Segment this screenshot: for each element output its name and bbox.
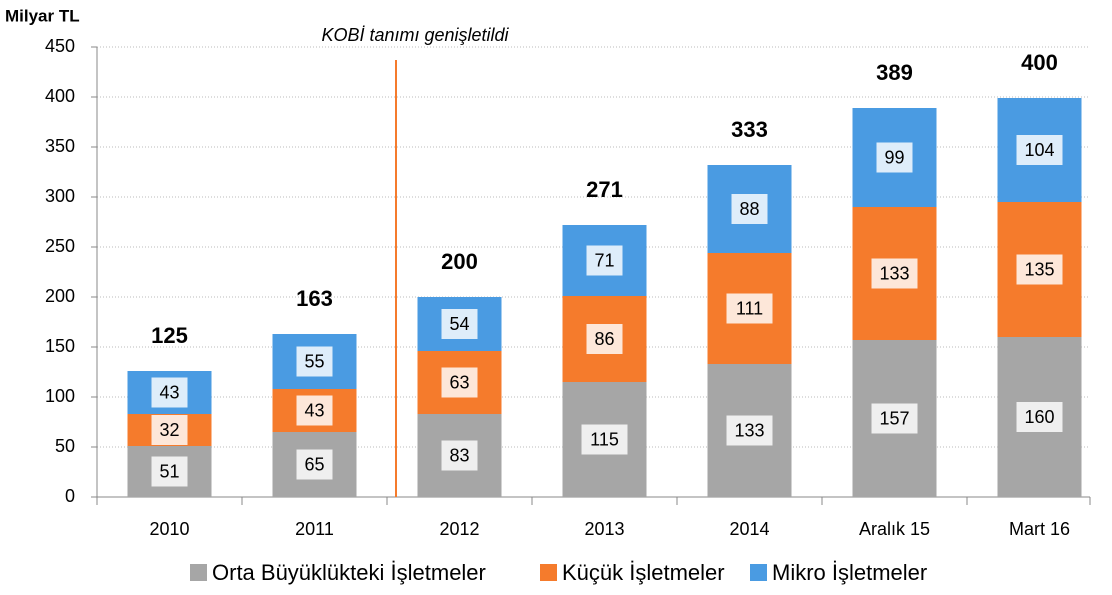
- data-label: 160: [1024, 407, 1054, 427]
- total-label: 200: [441, 249, 478, 274]
- total-label: 271: [586, 177, 623, 202]
- y-tick-label: 200: [45, 286, 75, 306]
- total-label: 125: [151, 323, 188, 348]
- data-label: 86: [594, 329, 614, 349]
- y-tick-label: 300: [45, 186, 75, 206]
- y-tick-label: 400: [45, 86, 75, 106]
- x-tick-label: 2013: [584, 519, 624, 539]
- y-tick-label: 100: [45, 386, 75, 406]
- legend-label: Mikro İşletmeler: [772, 560, 927, 585]
- x-tick-label: Aralık 15: [859, 519, 930, 539]
- data-label-box: [871, 258, 918, 289]
- y-tick-label: 50: [55, 436, 75, 456]
- data-label-box: [151, 377, 188, 408]
- data-label-box: [1016, 402, 1063, 432]
- data-label-box: [441, 367, 478, 398]
- data-label: 51: [159, 461, 179, 481]
- x-tick-label: Mart 16: [1009, 519, 1070, 539]
- data-label-box: [1016, 254, 1063, 285]
- y-tick-label: 250: [45, 236, 75, 256]
- data-label: 135: [1024, 259, 1054, 279]
- data-label: 133: [879, 263, 909, 283]
- x-tick-label: 2010: [149, 519, 189, 539]
- data-label: 55: [304, 351, 324, 371]
- data-label: 99: [884, 147, 904, 167]
- data-label: 88: [739, 199, 759, 219]
- data-label-box: [726, 415, 773, 446]
- data-label-box: [871, 403, 918, 434]
- data-label: 133: [734, 420, 764, 440]
- data-label: 43: [159, 382, 179, 402]
- x-tick-label: 2012: [439, 519, 479, 539]
- y-tick-label: 150: [45, 336, 75, 356]
- data-label-box: [296, 449, 333, 480]
- data-label: 54: [449, 314, 469, 334]
- data-label-box: [151, 415, 188, 445]
- data-label-box: [296, 395, 333, 426]
- data-label: 63: [449, 372, 469, 392]
- y-tick-label: 0: [65, 486, 75, 506]
- data-label-box: [151, 456, 188, 487]
- total-label: 163: [296, 286, 333, 311]
- data-label-box: [441, 440, 478, 471]
- data-label: 65: [304, 454, 324, 474]
- total-label: 389: [876, 60, 913, 85]
- data-label: 83: [449, 445, 469, 465]
- legend-swatch: [750, 564, 767, 581]
- total-label: 400: [1021, 50, 1058, 75]
- data-label: 157: [879, 408, 909, 428]
- data-label: 43: [304, 400, 324, 420]
- data-label-box: [876, 142, 913, 173]
- legend-label: Orta Büyüklükteki İşletmeler: [212, 560, 486, 585]
- data-label-box: [731, 194, 768, 224]
- legend-swatch: [540, 564, 557, 581]
- x-tick-label: 2014: [729, 519, 769, 539]
- data-label: 111: [736, 298, 763, 318]
- annotation: KOBİ tanımı genişletildi: [321, 25, 509, 45]
- legend-label: Küçük İşletmeler: [562, 560, 725, 585]
- y-tick-label: 350: [45, 136, 75, 156]
- data-label-box: [1016, 135, 1063, 165]
- data-label: 104: [1024, 140, 1054, 160]
- data-label: 32: [159, 420, 179, 440]
- data-label-box: [586, 324, 623, 354]
- data-label-box: [296, 346, 333, 377]
- y-tick-label: 450: [45, 36, 75, 56]
- total-label: 333: [731, 117, 768, 142]
- legend-swatch: [190, 564, 207, 581]
- y-axis-label: Milyar TL: [5, 6, 80, 25]
- x-tick-label: 2011: [295, 519, 334, 539]
- data-label-box: [581, 424, 628, 455]
- data-label-box: [586, 245, 623, 276]
- data-label: 115: [590, 429, 619, 449]
- data-label: 71: [594, 250, 614, 270]
- data-label-box: [441, 309, 478, 339]
- data-label-box: [726, 293, 773, 324]
- legend: Orta Büyüklükteki İşletmeler Küçük İşletm…: [190, 560, 927, 585]
